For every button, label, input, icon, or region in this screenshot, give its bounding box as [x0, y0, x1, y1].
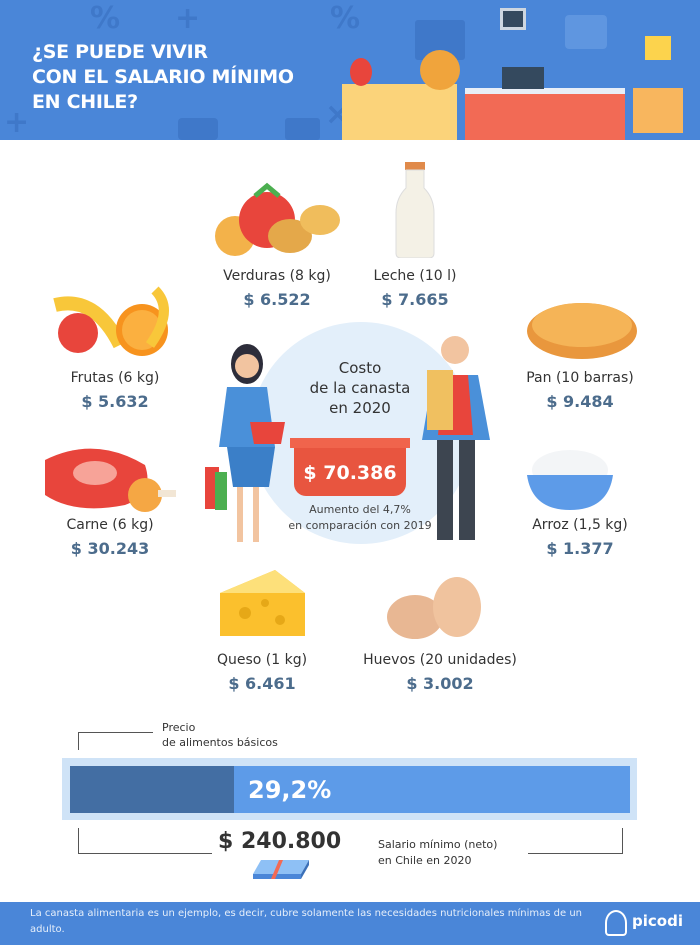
basic-food-price-label: Precio de alimentos básicos	[162, 720, 278, 750]
label-line: de alimentos básicos	[162, 736, 278, 749]
title-line: en 2020	[329, 399, 391, 417]
produce-stand-icon	[633, 88, 683, 133]
basket-total: $ 70.386	[303, 462, 397, 484]
wallet-icon	[565, 15, 607, 49]
note-line: Aumento del 4,7%	[309, 503, 411, 516]
item-price: $ 5.632	[81, 392, 149, 411]
percent-label: 29,2%	[248, 776, 332, 804]
bracket-line	[78, 828, 79, 854]
counter-top	[465, 88, 625, 94]
item-label: Leche (10 l)	[373, 268, 457, 284]
bracket-line	[78, 732, 79, 750]
fruits-icon	[53, 286, 169, 356]
item-price: $ 1.377	[546, 539, 614, 558]
bracket-line	[622, 828, 623, 854]
header-banner: % % + + × ¿SE PUEDE VIVIR CON EL SALARIO…	[0, 0, 700, 140]
increase-note: Aumento del 4,7% en comparación con 2019	[270, 502, 450, 534]
checkout-counter-icon	[465, 90, 625, 140]
milk-bottle-icon	[395, 162, 435, 258]
register-icon	[502, 67, 544, 89]
item-price: $ 7.665	[381, 290, 449, 309]
bread-icon	[420, 50, 460, 90]
minimum-salary-value: $ 240.800	[218, 829, 342, 854]
plus-icon: +	[175, 1, 201, 36]
percent-icon: %	[90, 1, 121, 36]
item-label: Huevos (20 unidades)	[363, 652, 517, 668]
page-title: ¿SE PUEDE VIVIR CON EL SALARIO MÍNIMO EN…	[32, 40, 294, 115]
rice-bowl-icon	[527, 450, 613, 510]
cheese-icon	[220, 570, 305, 636]
wallet-icon	[178, 118, 218, 140]
item-label: Frutas (6 kg)	[70, 370, 160, 386]
picodi-logo-icon	[605, 910, 627, 936]
label-line: Salario mínimo (neto)	[378, 838, 498, 851]
item-arroz: Arroz (1,5 kg) $ 1.377	[532, 517, 628, 558]
item-price: $ 6.461	[228, 674, 296, 693]
bread-icon	[527, 303, 637, 359]
title-line: ¿SE PUEDE VIVIR	[32, 41, 208, 63]
item-carne: Carne (6 kg) $ 30.243	[66, 517, 153, 558]
plus-icon: +	[4, 105, 30, 140]
item-queso: Queso (1 kg) $ 6.461	[217, 652, 307, 693]
vegetables-icon	[215, 182, 340, 256]
item-label: Arroz (1,5 kg)	[532, 517, 628, 533]
item-label: Queso (1 kg)	[216, 652, 308, 668]
register-screen-icon	[500, 8, 526, 30]
picodi-logo[interactable]: picodi	[632, 912, 683, 930]
item-huevos: Huevos (20 unidades) $ 3.002	[363, 652, 517, 693]
money-stack-icon	[253, 860, 309, 879]
item-pan: Pan (10 barras) $ 9.484	[526, 370, 634, 411]
salary-bar-fill	[70, 766, 234, 813]
calculator-icon	[285, 118, 320, 140]
discount-sign-icon	[645, 36, 671, 60]
bracket-line	[78, 853, 212, 854]
item-price: $ 9.484	[546, 392, 614, 411]
item-price: $ 30.243	[70, 539, 150, 558]
note-line: en comparación con 2019	[288, 519, 432, 532]
item-price: $ 3.002	[406, 674, 474, 693]
label-line: en Chile en 2020	[378, 854, 472, 867]
bracket-line	[528, 853, 623, 854]
woman-shopper-icon	[205, 344, 285, 542]
footer	[0, 902, 700, 945]
bracket-line	[78, 732, 153, 733]
item-price: $ 6.522	[243, 290, 311, 309]
basket-cost-title: Costo de la canasta en 2020	[280, 358, 440, 418]
meat-icon	[45, 448, 176, 512]
item-verduras: Verduras (8 kg) $ 6.522	[223, 268, 331, 309]
footer-disclaimer: La canasta alimentaria es un ejemplo, es…	[30, 908, 583, 935]
item-label: Verduras (8 kg)	[223, 268, 331, 284]
title-line: CON EL SALARIO MÍNIMO	[32, 66, 294, 88]
eggs-icon	[387, 577, 481, 639]
item-frutas: Frutas (6 kg) $ 5.632	[71, 370, 160, 411]
basket-icon	[294, 440, 406, 496]
grocery-bag-icon	[342, 84, 457, 140]
percent-icon: %	[330, 1, 361, 36]
item-label: Carne (6 kg)	[66, 517, 154, 533]
item-leche: Leche (10 l) $ 7.665	[374, 268, 457, 309]
title-line: de la canasta	[309, 379, 411, 397]
title-line: EN CHILE?	[32, 91, 138, 113]
strawberry-icon	[350, 58, 372, 86]
minimum-salary-label: Salario mínimo (neto) en Chile en 2020	[378, 837, 497, 869]
label-line: Precio	[162, 721, 196, 734]
basket-rim	[290, 438, 410, 448]
title-line: Costo	[338, 359, 382, 377]
man-shopper-icon	[422, 336, 490, 540]
item-label: Pan (10 barras)	[526, 370, 634, 386]
